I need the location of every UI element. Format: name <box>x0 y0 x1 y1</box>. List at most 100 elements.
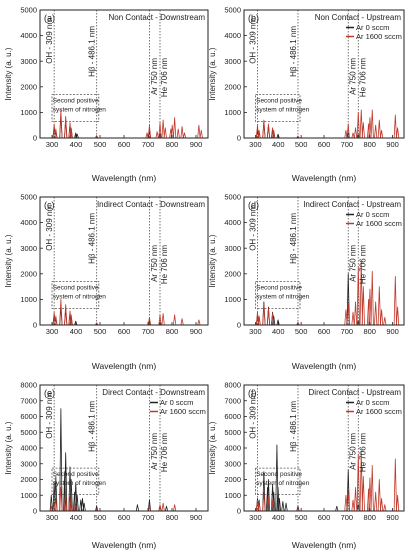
panel-title: Indirect Contact - Upstream <box>303 200 401 209</box>
annotation-hbeta: Hβ - 486.1 nm <box>289 26 298 77</box>
spectral-peak <box>380 497 384 512</box>
y-tick-label: 4000 <box>20 31 37 40</box>
panel-label: (f) <box>248 388 257 398</box>
spectral-peak <box>158 504 162 512</box>
x-tick-label: 700 <box>142 513 155 522</box>
nitrogen-box <box>51 94 100 122</box>
spectral-peak <box>351 311 355 326</box>
y-tick-label: 0 <box>237 507 241 516</box>
y-tick-label: 7000 <box>20 396 37 405</box>
x-tick-label: 400 <box>70 327 83 336</box>
y-axis-label: Intensity (a. u.) <box>4 421 13 474</box>
spectral-peak <box>155 131 159 139</box>
series-2 <box>49 486 177 512</box>
spectral-peak <box>135 504 140 512</box>
spectral-peak <box>197 319 201 326</box>
spectral-peak <box>182 132 187 139</box>
panel-title: Indirect Contact - Downstream <box>97 200 205 209</box>
annotation-ar: Ar 750 nm <box>348 245 357 282</box>
x-axis-label: Wavelength (nm) <box>92 361 157 371</box>
x-tick-label: 500 <box>94 327 107 336</box>
x-axis-label: Wavelength (nm) <box>292 361 357 371</box>
spectral-peak <box>361 286 365 326</box>
spectral-peak <box>163 127 167 139</box>
annotation-ar: Ar 750 nm <box>150 245 159 282</box>
panel-title: Direct Contact - Upstream <box>309 388 402 397</box>
annotation-ar: Ar 750 nm <box>348 433 357 470</box>
legend-entry: Ar 0 sccm <box>356 210 389 219</box>
spectral-peak <box>353 127 358 139</box>
spectral-peak <box>272 315 276 326</box>
y-axis-label: Intensity (a. u.) <box>4 234 13 287</box>
spectral-peak <box>173 314 177 326</box>
x-tick-label: 500 <box>295 327 308 336</box>
spectral-peak <box>370 109 374 139</box>
spectral-peak <box>359 450 363 512</box>
panel-label: (b) <box>248 13 259 23</box>
y-tick-label: 5000 <box>20 428 37 437</box>
series-2 <box>255 109 400 139</box>
spectral-peak <box>69 127 73 139</box>
spectral-peak <box>176 128 180 139</box>
x-tick-label: 800 <box>363 140 376 149</box>
legend-entry: Ar 0 sccm <box>356 398 389 407</box>
y-tick-label: 4000 <box>20 218 37 227</box>
chart-panel-6: 0 1000 2000 3000 4000 5000 6000 7000 8000 300 400 5… <box>208 381 405 550</box>
spectral-peak <box>161 119 165 139</box>
x-tick-label: 400 <box>272 140 285 149</box>
x-tick-label: 900 <box>190 140 203 149</box>
spectral-peak <box>359 109 363 139</box>
x-tick-label: 800 <box>166 140 179 149</box>
spectral-peak <box>361 122 365 139</box>
panel-title: Non Contact - Upstream <box>315 13 402 22</box>
annotation-he: He 706 nm <box>160 58 169 97</box>
x-tick-label: 700 <box>142 140 155 149</box>
x-tick-label: 800 <box>363 513 376 522</box>
spectral-peak <box>82 502 86 512</box>
annotation-he: He 706 nm <box>160 433 169 472</box>
spectral-peak <box>346 304 350 326</box>
spectral-peak <box>266 307 271 326</box>
x-tick-label: 900 <box>386 140 399 149</box>
annotation-he: He 706 nm <box>358 245 367 284</box>
chart-panel-4: 0 1000 2000 3000 4000 5000 300 400 500 600 700 800 9… <box>208 193 405 371</box>
spectral-peak <box>158 122 162 139</box>
nitrogen-box-line-2: system of nitrogen <box>53 480 106 487</box>
y-tick-label: 3000 <box>224 459 241 468</box>
nitrogen-box <box>255 281 301 309</box>
panel-label: (d) <box>248 200 259 210</box>
spectral-peak <box>370 464 374 512</box>
plot-frame <box>39 196 209 326</box>
spectral-peak <box>164 505 169 512</box>
spectral-peak <box>276 133 280 139</box>
spectral-peak <box>344 494 348 512</box>
nitrogen-box-line-1: Second positive <box>53 97 99 104</box>
x-tick-label: 600 <box>318 140 331 149</box>
x-tick-label: 900 <box>190 513 203 522</box>
spectral-peak <box>161 502 165 512</box>
y-tick-label: 5000 <box>224 193 241 202</box>
spectral-peak <box>396 127 400 139</box>
spectral-peak <box>377 479 381 512</box>
spectral-peak <box>284 502 288 512</box>
x-tick-label: 700 <box>142 327 155 336</box>
spectral-peak <box>75 494 79 512</box>
spectral-peak <box>161 313 165 326</box>
spectral-peak <box>380 309 384 326</box>
y-axis-label: Intensity (a. u.) <box>208 421 217 474</box>
nitrogen-box-line-2: system of nitrogen <box>53 293 106 300</box>
y-axis-label: Intensity (a. u.) <box>208 234 217 287</box>
y-tick-label: 0 <box>33 507 37 516</box>
spectral-peak <box>368 117 372 139</box>
y-tick-label: 5000 <box>20 193 37 202</box>
x-tick-label: 300 <box>249 140 262 149</box>
y-tick-label: 1000 <box>224 491 241 500</box>
spectral-peak <box>265 486 270 512</box>
spectral-peak <box>266 123 271 139</box>
nitrogen-box-line-1: Second positive <box>53 284 99 291</box>
spectral-peak <box>74 504 78 512</box>
legend-entry: Ar 0 sccm <box>160 398 193 407</box>
spectral-peak <box>374 124 378 139</box>
spectral-peak <box>257 129 261 139</box>
annotation-he: He 706 nm <box>358 433 367 472</box>
